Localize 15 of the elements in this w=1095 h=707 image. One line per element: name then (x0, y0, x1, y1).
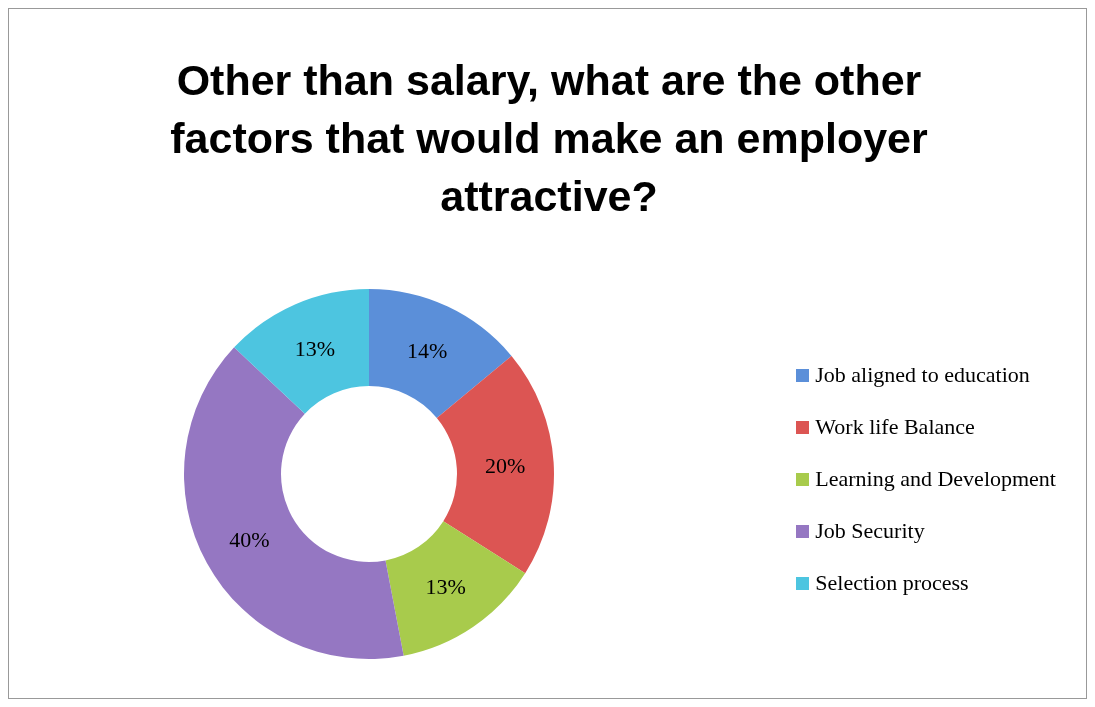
legend-label: Work life Balance (815, 414, 975, 440)
legend-label: Job aligned to education (815, 362, 1030, 388)
donut-slice (369, 289, 512, 418)
legend-label: Learning and Development (815, 466, 1056, 492)
data-label: 13% (294, 336, 335, 362)
donut-slice (385, 521, 526, 656)
donut-slice (234, 289, 369, 414)
legend-label: Job Security (815, 518, 925, 544)
data-label: 13% (425, 574, 466, 600)
chart-title: Other than salary, what are the other factors that would make an employer attractive? (169, 55, 929, 222)
data-label: 40% (229, 527, 270, 553)
data-label: 14% (406, 337, 448, 363)
donut-slice (436, 356, 554, 574)
legend-label: Selection process (815, 570, 969, 596)
data-label: 20% (485, 452, 526, 478)
